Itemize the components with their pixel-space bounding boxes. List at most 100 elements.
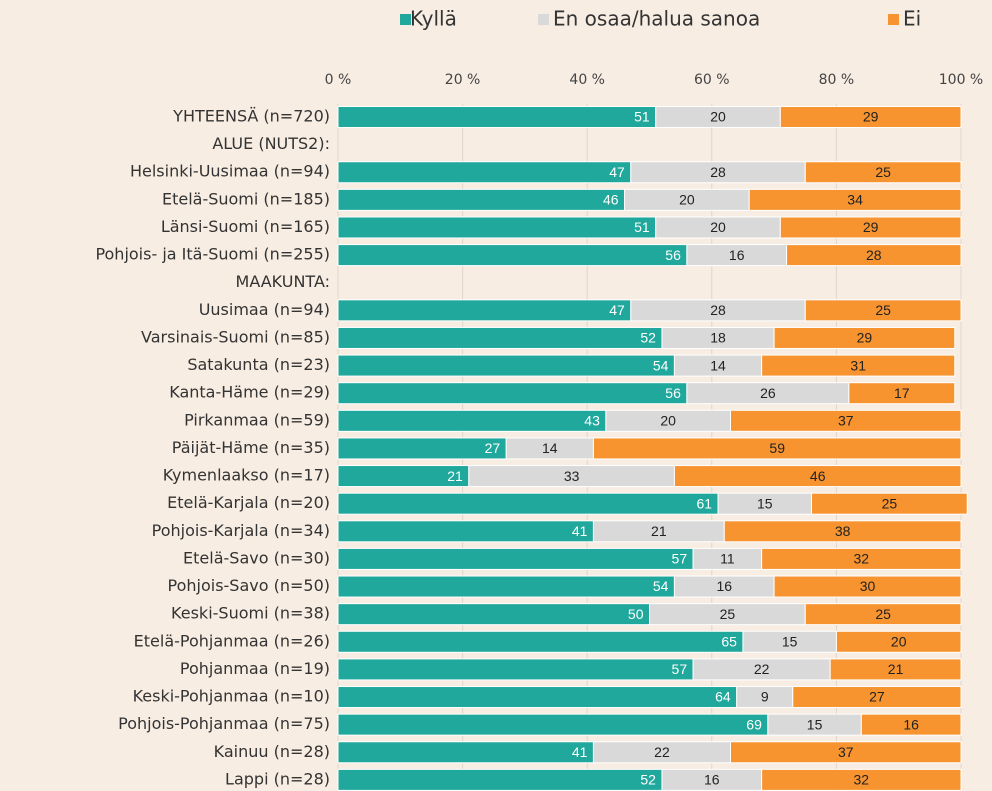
value-label: 27 [869, 689, 885, 705]
category-label: MAAKUNTA: [236, 272, 330, 291]
value-label: 20 [710, 219, 726, 235]
bar-segment [337, 299, 632, 322]
value-label: 20 [891, 633, 907, 649]
bar-segment [761, 354, 956, 377]
bar-segment [761, 547, 962, 570]
bar-segment [337, 492, 719, 515]
category-label: Länsi-Suomi (n=165) [161, 217, 330, 236]
bar-segment [804, 603, 962, 626]
bar-segment [835, 630, 962, 653]
category-label: Etelä-Pohjanmaa (n=26) [134, 631, 330, 650]
category-label: ALUE (NUTS2): [212, 134, 330, 153]
bar-segment [337, 382, 688, 405]
value-label: 31 [850, 357, 866, 373]
bar-segment [337, 409, 607, 432]
value-label: 28 [710, 302, 726, 318]
value-label: 50 [628, 606, 644, 622]
value-label: 64 [715, 689, 731, 705]
value-label: 65 [721, 633, 737, 649]
value-label: 25 [875, 606, 891, 622]
value-label: 22 [654, 744, 670, 760]
legend-label: Kyllä [410, 7, 457, 31]
bar-segment [337, 520, 594, 543]
value-label: 57 [672, 661, 688, 677]
category-label: Uusimaa (n=94) [199, 300, 330, 319]
legend-label: En osaa/halua sanoa [553, 7, 760, 31]
bar-segment [337, 575, 675, 598]
bar-segment [779, 106, 962, 128]
value-label: 15 [757, 495, 773, 511]
value-label: 16 [729, 247, 745, 263]
bar-segment [810, 492, 968, 515]
value-label: 56 [665, 247, 681, 263]
value-label: 61 [696, 495, 712, 511]
bar-segment [337, 686, 738, 709]
x-tick-label: 60 % [694, 72, 730, 88]
category-label: YHTEENSÄ (n=720) [172, 107, 330, 126]
value-label: 17 [894, 385, 910, 401]
value-label: 11 [720, 551, 735, 567]
value-label: 32 [854, 772, 870, 788]
category-label: Satakunta (n=23) [187, 355, 330, 374]
value-label: 18 [710, 330, 726, 346]
bar-segment [729, 409, 962, 432]
bar-segment [761, 768, 962, 791]
value-label: 29 [863, 109, 879, 125]
bar-segment [337, 216, 657, 239]
value-label: 22 [754, 661, 770, 677]
category-label: Pohjois-Savo (n=50) [168, 576, 331, 595]
value-label: 37 [838, 744, 854, 760]
bar-segment [337, 630, 744, 653]
category-label: Lappi (n=28) [225, 769, 330, 788]
value-label: 37 [838, 413, 854, 429]
value-label: 16 [704, 772, 720, 788]
value-label: 14 [542, 440, 558, 456]
bar-segment [592, 437, 962, 460]
value-label: 16 [903, 716, 919, 732]
value-label: 21 [447, 468, 463, 484]
bar-segment [723, 520, 962, 543]
value-label: 14 [710, 357, 726, 373]
category-label: Kymenlaakso (n=17) [163, 466, 330, 485]
value-label: 51 [634, 219, 650, 235]
bar-segment [748, 188, 962, 211]
value-label: 21 [651, 523, 667, 539]
value-label: 57 [672, 551, 688, 567]
bar-segment [337, 161, 632, 184]
value-label: 56 [665, 385, 681, 401]
bar-segment [829, 658, 962, 681]
x-tick-label: 80 % [819, 72, 855, 88]
value-label: 38 [835, 523, 851, 539]
category-label: Etelä-Savo (n=30) [183, 548, 330, 567]
legend-swatch [538, 14, 549, 25]
x-tick-label: 20 % [445, 72, 481, 88]
bar-segment [773, 326, 956, 349]
value-label: 15 [782, 633, 798, 649]
value-label: 52 [640, 330, 656, 346]
legend-swatch [888, 14, 899, 25]
value-label: 41 [572, 744, 588, 760]
category-label: Kainuu (n=28) [214, 742, 330, 761]
bar-segment [729, 741, 962, 764]
bar-segment [337, 106, 657, 128]
bar-segment [337, 658, 694, 681]
value-label: 54 [653, 357, 669, 373]
value-label: 9 [761, 689, 769, 705]
bar-segment [673, 465, 962, 488]
bar-segment [337, 244, 688, 267]
bar-segment [337, 713, 769, 736]
bar-segment [337, 326, 663, 349]
value-label: 25 [882, 495, 898, 511]
bar-segment [804, 299, 962, 322]
category-label: Keski-Pohjanmaa (n=10) [133, 687, 330, 706]
category-label: Helsinki-Uusimaa (n=94) [130, 162, 330, 181]
category-label: Etelä-Suomi (n=185) [162, 189, 330, 208]
value-label: 47 [609, 302, 625, 318]
category-label: Pohjois- ja Itä-Suomi (n=255) [95, 245, 330, 264]
value-label: 28 [710, 164, 726, 180]
value-label: 41 [572, 523, 588, 539]
bar-segment [773, 575, 962, 598]
x-tick-label: 0 % [325, 72, 352, 88]
category-label: Keski-Suomi (n=38) [171, 604, 330, 623]
